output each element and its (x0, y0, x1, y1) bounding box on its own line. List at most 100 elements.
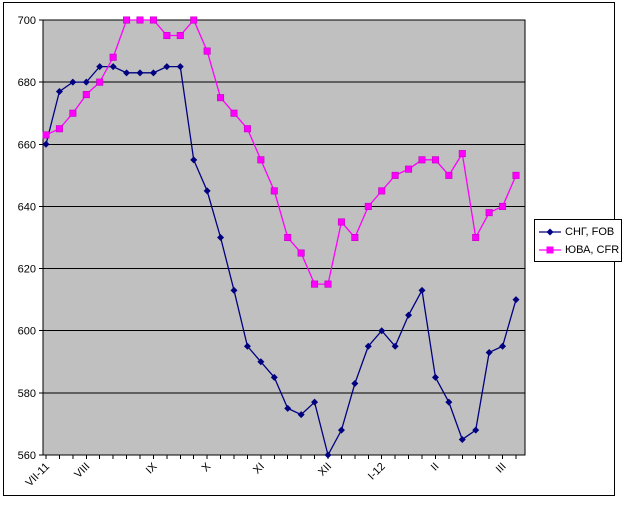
plot-area[interactable] (42, 19, 526, 456)
data-point-square (69, 109, 77, 117)
data-point-diamond (123, 69, 131, 77)
data-point-diamond (203, 187, 211, 195)
data-point-square (163, 32, 171, 40)
y-tick-label: 660 (18, 139, 36, 151)
data-point-square (324, 280, 332, 288)
gridlines (43, 81, 525, 394)
data-point-square (203, 47, 211, 55)
data-point-diamond (499, 342, 507, 350)
data-point-square (270, 187, 278, 195)
data-point-diamond (55, 87, 63, 95)
data-point-diamond (230, 286, 238, 294)
data-point-diamond (270, 373, 278, 381)
data-point-diamond (311, 398, 319, 406)
legend-swatch-yuva-line-square (539, 246, 561, 253)
data-point-square (364, 202, 372, 210)
y-tick-label: 560 (18, 450, 36, 462)
x-axis-labels: VII-11 VIII IX X XI XII I-12 II III (23, 460, 508, 489)
y-tick-label: 580 (18, 388, 36, 400)
chart-legend[interactable]: СНГ, FOB ЮВА, CFR (534, 219, 622, 262)
data-series (42, 16, 520, 459)
data-point-diamond (96, 63, 104, 71)
data-point-diamond (337, 426, 345, 434)
data-point-square (458, 150, 466, 158)
data-point-square (55, 125, 63, 133)
data-point-diamond (405, 311, 413, 319)
data-point-diamond (297, 411, 305, 419)
data-point-diamond (109, 63, 117, 71)
x-tick-label: I-12 (366, 461, 388, 483)
data-point-diamond (351, 380, 359, 388)
data-point-diamond (69, 78, 77, 86)
data-point-diamond (445, 398, 453, 406)
data-point-square (190, 16, 198, 24)
data-point-diamond (472, 426, 480, 434)
data-point-square (136, 16, 144, 24)
data-point-diamond (176, 63, 184, 71)
data-point-square (418, 156, 426, 164)
data-point-diamond (136, 69, 144, 77)
data-point-diamond (485, 348, 493, 356)
y-tick-label: 700 (18, 15, 36, 27)
data-point-square (405, 165, 413, 173)
data-point-diamond (42, 140, 50, 148)
x-tick-label: XI (251, 461, 267, 477)
data-point-diamond (418, 286, 426, 294)
data-point-square (123, 16, 131, 24)
data-point-square (243, 125, 251, 133)
x-tick-label: III (494, 461, 509, 476)
legend-swatch-sng-line-diamond (539, 228, 561, 235)
data-point-square (176, 32, 184, 40)
data-point-square (472, 234, 480, 242)
data-point-diamond (243, 342, 251, 350)
data-point-square (337, 218, 345, 226)
data-point-diamond (257, 358, 265, 366)
legend-label-sng: СНГ, FOB (565, 225, 615, 238)
data-point-square (391, 171, 399, 179)
data-point-square (96, 78, 104, 86)
plot-background[interactable] (42, 19, 526, 456)
data-point-square (485, 209, 493, 217)
x-tick-label: XII (316, 461, 334, 479)
legend-item-yuva[interactable]: ЮВА, CFR (538, 242, 619, 258)
data-point-diamond (431, 373, 439, 381)
data-point-square (42, 131, 50, 139)
data-point-diamond (512, 296, 520, 304)
data-point-square (499, 202, 507, 210)
x-tick-label: X (200, 460, 214, 474)
x-tick-label: VII-11 (23, 461, 52, 490)
legend-item-sng[interactable]: СНГ, FOB (538, 224, 618, 240)
data-point-diamond (82, 78, 90, 86)
data-point-square (230, 109, 238, 117)
data-point-square (431, 156, 439, 164)
data-point-square (378, 187, 386, 195)
data-point-diamond (458, 435, 466, 443)
data-point-diamond (391, 342, 399, 350)
data-point-square (311, 280, 319, 288)
data-point-square (149, 16, 157, 24)
data-point-square (217, 94, 225, 102)
data-point-diamond (324, 451, 332, 459)
data-point-square (512, 171, 520, 179)
data-point-square (445, 171, 453, 179)
data-point-square (257, 156, 265, 164)
data-point-diamond (378, 327, 386, 335)
x-tick-label: IX (144, 460, 160, 476)
data-point-square (297, 249, 305, 257)
axes (39, 19, 517, 459)
data-point-square (284, 234, 292, 242)
data-point-square (109, 53, 117, 61)
y-axis-labels: 560 580 600 620 640 660 680 700 (18, 15, 36, 462)
data-point-square (82, 91, 90, 99)
y-tick-label: 620 (18, 264, 36, 276)
y-tick-label: 680 (18, 77, 36, 89)
data-point-square (351, 234, 359, 242)
x-tick-label: II (429, 461, 442, 474)
y-tick-label: 640 (18, 201, 36, 213)
data-point-diamond (163, 63, 171, 71)
data-point-diamond (217, 234, 225, 241)
data-point-diamond (149, 69, 157, 77)
x-tick-label: VIII (72, 461, 92, 481)
data-point-diamond (364, 342, 372, 350)
